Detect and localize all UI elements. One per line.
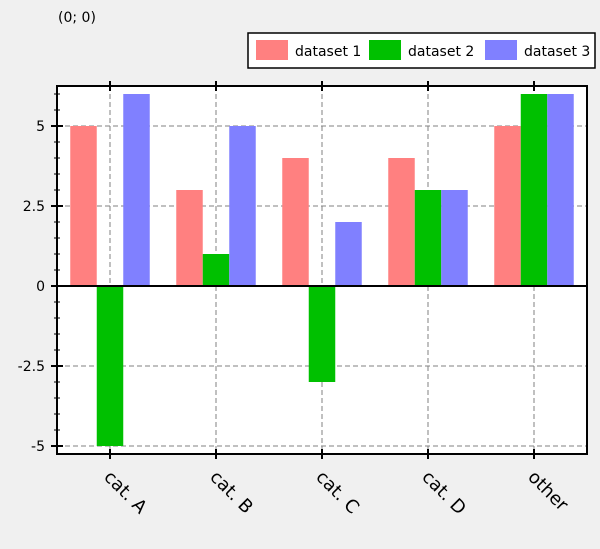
y-tick-label: -2.5 xyxy=(18,359,45,375)
legend-box xyxy=(247,32,596,69)
x-tick-label: other xyxy=(523,467,572,516)
legend-swatch-3 xyxy=(485,40,517,60)
legend-swatch-2 xyxy=(369,40,401,60)
legend: dataset 1 dataset 2 dataset 3 xyxy=(247,32,596,69)
coordinate-readout: (0; 0) xyxy=(58,10,96,26)
bar-2-4 xyxy=(414,190,442,286)
bar-2-3 xyxy=(308,286,336,382)
x-tick-label: cat. C xyxy=(311,467,363,519)
bar-3-1 xyxy=(123,94,150,286)
bar-3-3 xyxy=(335,222,362,286)
y-tick-label: 0 xyxy=(36,279,45,295)
bar-3-4 xyxy=(441,190,468,286)
bar-1-2 xyxy=(176,190,203,286)
bars xyxy=(70,94,574,446)
bar-2-1 xyxy=(96,286,124,446)
bar-2-5 xyxy=(520,94,548,286)
bar-2-2 xyxy=(202,254,230,286)
y-tick-label: 5 xyxy=(36,119,45,135)
legend-swatch-1 xyxy=(256,40,288,60)
y-tick-label: 2.5 xyxy=(23,199,45,215)
y-tick-label: -5 xyxy=(31,439,45,455)
bar-1-1 xyxy=(70,126,97,286)
bar-1-5 xyxy=(494,126,521,286)
x-tick-label: cat. B xyxy=(205,467,256,518)
x-tick-label: cat. D xyxy=(417,467,470,520)
legend-label-1: dataset 1 xyxy=(295,44,361,60)
bar-1-4 xyxy=(388,158,415,286)
bar-3-5 xyxy=(547,94,574,286)
bar-3-2 xyxy=(229,126,256,286)
bar-1-3 xyxy=(282,158,309,286)
y-axis-ticks: -5 -2.5 0 2.5 5 xyxy=(18,93,63,455)
x-tick-label: cat. A xyxy=(99,467,151,519)
legend-label-3: dataset 3 xyxy=(524,44,590,60)
legend-label-2: dataset 2 xyxy=(408,44,474,60)
